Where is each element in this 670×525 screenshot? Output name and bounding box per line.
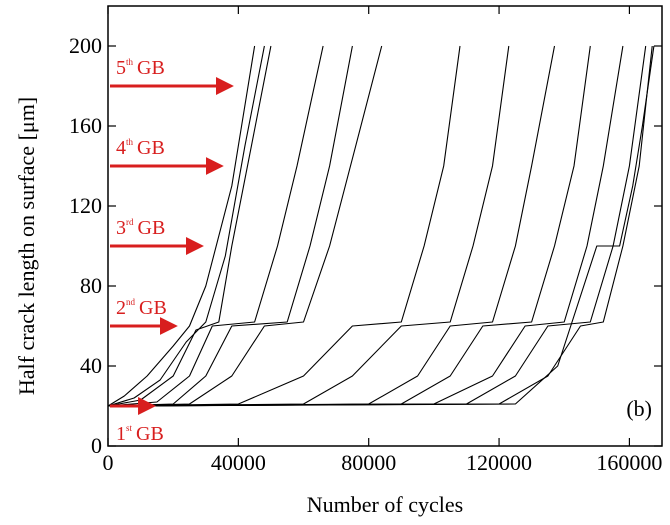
x-tick-label: 80000 xyxy=(341,450,396,475)
annotation-ordinal: 1 xyxy=(116,423,126,445)
annotation-ordinal: 2 xyxy=(116,297,126,319)
annotation-suffix: th xyxy=(126,57,134,67)
annotation-ordinal: 5 xyxy=(116,57,126,79)
curve xyxy=(107,45,265,407)
curve xyxy=(107,45,624,407)
curve xyxy=(107,45,383,407)
annotation-text: GB xyxy=(137,57,165,79)
curve xyxy=(107,45,272,407)
annotation-suffix: th xyxy=(126,137,134,147)
y-tick-label: 160 xyxy=(69,113,102,138)
annotation-suffix: rd xyxy=(126,217,134,227)
annotation-suffix: nd xyxy=(126,297,136,307)
y-tick-label: 120 xyxy=(69,193,102,218)
curve xyxy=(107,45,324,407)
curve xyxy=(107,45,353,407)
y-tick-label: 200 xyxy=(69,33,102,58)
panel-label: (b) xyxy=(626,396,652,421)
annotation-label: 2nd GB xyxy=(116,297,167,319)
x-tick-label: 120000 xyxy=(466,450,532,475)
curve xyxy=(107,45,655,407)
annotation-text: GB xyxy=(137,137,165,159)
y-tick-label: 80 xyxy=(80,273,102,298)
annotation-ordinal: 3 xyxy=(116,217,126,239)
annotation-ordinal: 4 xyxy=(116,137,126,159)
curve xyxy=(107,45,647,407)
annotation-text: GB xyxy=(138,217,166,239)
plot-frame xyxy=(107,5,663,447)
annotation-label: 1st GB xyxy=(116,423,164,445)
curve xyxy=(107,45,510,407)
annotation-label: 5th GB xyxy=(116,57,165,79)
curve xyxy=(107,45,653,407)
annotation-suffix: st xyxy=(126,423,133,433)
curve xyxy=(107,45,461,407)
x-axis-label: Number of cycles xyxy=(307,492,463,517)
y-tick-label: 40 xyxy=(80,353,102,378)
y-axis-label: Half crack length on surface [μm] xyxy=(14,97,39,395)
curve xyxy=(107,45,256,407)
annotation-label: 3rd GB xyxy=(116,217,165,239)
x-tick-label: 40000 xyxy=(211,450,266,475)
annotation-text: GB xyxy=(139,297,167,319)
x-tick-label: 160000 xyxy=(596,450,662,475)
curve xyxy=(107,45,556,407)
x-tick-label: 0 xyxy=(103,450,114,475)
y-tick-label: 0 xyxy=(91,433,102,458)
annotation-text: GB xyxy=(136,423,164,445)
curve xyxy=(107,45,591,407)
annotation-label: 4th GB xyxy=(116,137,165,159)
